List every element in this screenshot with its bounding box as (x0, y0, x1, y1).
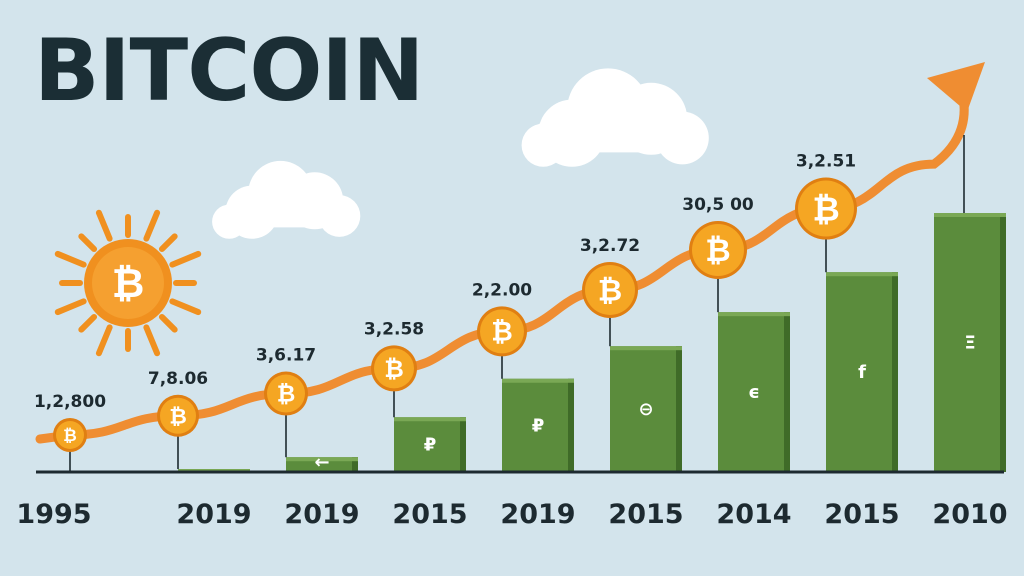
bar (718, 312, 790, 472)
bitcoin-symbol: ₿ (598, 273, 622, 308)
data-label: 1,2,800 (34, 392, 106, 412)
bar-top (286, 457, 358, 462)
bar-shade (460, 417, 466, 472)
coin-face (480, 309, 524, 354)
x-tick-label: 2014 (716, 499, 791, 530)
bar-glyph: ⊖ (638, 399, 653, 420)
x-axis: 1995 2019 2019 2015 2019 2015 2014 2015 2010 (16, 470, 1008, 530)
bar (934, 213, 1006, 472)
bar-shade (1000, 213, 1006, 472)
cloud-icon (212, 160, 361, 239)
coin-face (267, 374, 305, 413)
trend-arrow-icon (927, 62, 985, 112)
bitcoin-symbol: ₿ (169, 404, 187, 429)
bar-glyph: Ξ (964, 333, 975, 354)
data-label: 2,2.00 (472, 280, 532, 300)
bar-glyph: ϵ (748, 382, 760, 403)
x-tick-label: 2015 (608, 499, 683, 530)
cloud-icon (521, 68, 709, 167)
data-label: 3,6.17 (256, 346, 316, 366)
bitcoin-symbol: ₿ (112, 261, 145, 307)
data-label: 3,2.51 (796, 152, 856, 172)
bitcoin-symbol: ₿ (491, 317, 513, 348)
bar-shade (352, 457, 358, 472)
x-tick-label: 2019 (500, 499, 575, 530)
bar (394, 417, 466, 472)
bar-shade (892, 272, 898, 472)
x-tick-label: 2015 (824, 499, 899, 530)
coin-face (56, 421, 84, 449)
data-label: 3,2.72 (580, 236, 640, 256)
bar-shade (784, 312, 790, 472)
decorations: ₿ (54, 68, 709, 357)
bar-top (502, 378, 574, 383)
bar-top (718, 312, 790, 317)
x-tick-label: 2019 (176, 499, 251, 530)
value-labels: 1,2,800 7,8.06 3,6.17 3,2.58 2,2.00 3,2.72 30,… (34, 152, 856, 412)
bar-top (826, 272, 898, 277)
bitcoin-symbol: ₿ (812, 189, 839, 228)
bar-glyph: ← (314, 452, 329, 473)
chart-title: BITCOIN (34, 21, 424, 121)
bar-shade (676, 346, 682, 472)
coin-face (160, 397, 196, 434)
bar (502, 378, 574, 472)
bar-glyph: f (858, 362, 866, 383)
data-label: 30,5 00 (682, 195, 754, 215)
coin-face (374, 348, 414, 389)
coin-face (798, 180, 854, 237)
bar (610, 346, 682, 472)
coin-face (585, 264, 635, 315)
x-tick-label: 2015 (392, 499, 467, 530)
bar-series: ← ₽ ₽ ⊖ ϵ f Ξ (178, 213, 1006, 474)
data-label: 7,8.06 (148, 369, 208, 389)
bar (826, 272, 898, 472)
x-tick-label: 1995 (16, 499, 91, 530)
bitcoin-symbol: ₿ (705, 233, 730, 269)
bitcoin-symbol: ₿ (277, 382, 296, 408)
bar-glyph: ₽ (532, 415, 545, 436)
bar-glyph: ₽ (424, 435, 437, 456)
sun-icon: ₿ (54, 209, 202, 357)
bitcoin-symbol: ₿ (384, 355, 404, 383)
trend-line (35, 62, 985, 444)
x-tick-label: 2019 (284, 499, 359, 530)
bar-top (610, 346, 682, 351)
bitcoin-symbol: ₿ (63, 425, 77, 445)
data-label: 3,2.58 (364, 319, 424, 339)
bar-top (394, 417, 466, 422)
bar-top (934, 213, 1006, 217)
x-tick-label: 2010 (932, 499, 1007, 530)
coin-face (692, 224, 744, 276)
trend-line-path (35, 83, 969, 444)
bar-shade (568, 378, 574, 472)
coin-markers: ₿ ₿ ₿ ₿ ₿ ₿ ₿ ₿ (53, 135, 965, 472)
